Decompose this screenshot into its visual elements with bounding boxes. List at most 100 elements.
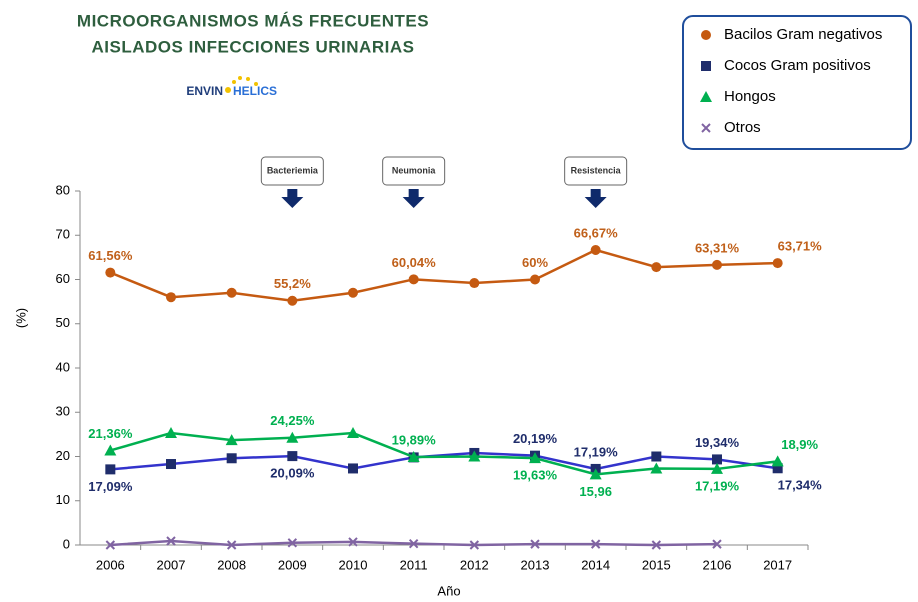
data-point [287,538,298,548]
data-point [105,267,116,278]
chart-title: AISLADOS INFECCIONES URINARIAS [92,37,415,56]
data-point [468,450,481,462]
data-point [105,464,116,475]
data-point [469,278,480,289]
data-point [590,244,601,255]
data-point [105,540,116,550]
data-point [529,452,541,464]
data-label: 19,63% [513,468,558,483]
x-tick-label: 2008 [217,557,246,572]
data-label: 61,56% [88,248,133,263]
data-point [225,434,238,446]
annotation-arrow [402,189,425,208]
data-point [651,451,662,462]
data-point [347,427,359,439]
data-label: 19,34% [695,435,740,450]
data-label: 20,19% [513,431,558,446]
data-point [348,463,358,474]
legend-marker [701,123,711,133]
legend: Bacilos Gram negativos Cocos Gram positiv… [700,26,882,136]
x-tick-label: 2013 [521,557,550,572]
data-point [287,451,298,462]
data-label: 63,71% [778,239,823,254]
data-point [590,539,601,549]
y-tick-label: 20 [56,448,70,463]
data-point [530,539,540,549]
y-tick-label: 10 [56,492,70,507]
data-label: 19,89% [392,432,437,447]
series-line [110,451,778,471]
y-tick-label: 50 [56,315,70,330]
data-point [651,540,662,550]
data-label: 66,67% [574,225,619,240]
x-tick-label: 2010 [339,557,368,572]
data-point [589,468,602,480]
series-line [109,248,778,303]
data-point [226,287,237,298]
x-tick-label: 2006 [96,557,125,572]
data-point [408,274,419,285]
data-point [348,537,358,547]
data-point [712,539,722,549]
data-point [166,292,176,303]
data-point [530,274,540,285]
annotation-arrow [584,189,607,208]
data-point [469,540,480,550]
data-label: 15,96 [579,484,612,499]
data-point [166,536,176,546]
data-point [712,454,722,465]
data-label: 55,2% [274,276,311,291]
data-point [104,444,117,456]
legend-marker [701,30,711,40]
data-label: 17,19% [574,444,619,459]
data-label: 20,09% [270,466,315,481]
data-point [712,259,722,270]
legend-box [682,15,912,150]
data-point [408,538,419,549]
series-line [109,431,778,476]
data-label: 60,04% [392,255,437,270]
data-label: 63,31% [695,240,740,255]
y-tick-label: 70 [56,227,70,242]
annotation-label: Resistencia [571,165,622,175]
logo-text: HELICS [233,84,277,98]
annotation-label: Bacteriemia [267,165,319,175]
y-tick-label: 30 [56,404,70,419]
data-point [286,431,299,443]
x-tick-label: 2014 [581,557,610,572]
legend-marker [701,61,711,71]
data-label: 60% [522,255,548,270]
x-tick-label: 2017 [763,557,792,572]
y-tick-label: 40 [56,359,70,374]
chart-title: MICROORGANISMOS MÁS FRECUENTES [77,11,429,30]
data-point [165,427,177,439]
data-point [771,455,784,467]
x-tick-label: 2012 [460,557,489,572]
x-tick-label: 2106 [703,557,732,572]
annotation-label: Neumonia [392,165,437,175]
annotation-badge [260,156,324,186]
annotation-badge [564,156,628,186]
data-label: 18,9% [781,437,818,452]
data-point [166,459,176,470]
data-point [226,540,237,550]
legend-marker [700,91,712,102]
data-point [650,462,663,474]
y-tick-label: 0 [63,536,70,551]
data-label: 24,25% [270,413,315,428]
y-axis-title: (%) [13,308,28,328]
legend-label: Hongos [724,88,776,105]
data-label: 17,19% [695,478,740,493]
annotation-badge [382,156,446,186]
y-tick-label: 60 [56,271,70,286]
data-point [651,262,662,273]
x-tick-label: 2015 [642,557,671,572]
annotation-arrow [281,189,304,208]
data-point [772,463,783,474]
data-point [287,295,298,306]
data-label: 21,36% [88,426,133,441]
x-tick-label: 2007 [157,557,186,572]
y-tick-label: 80 [56,182,70,197]
data-point [711,462,723,474]
